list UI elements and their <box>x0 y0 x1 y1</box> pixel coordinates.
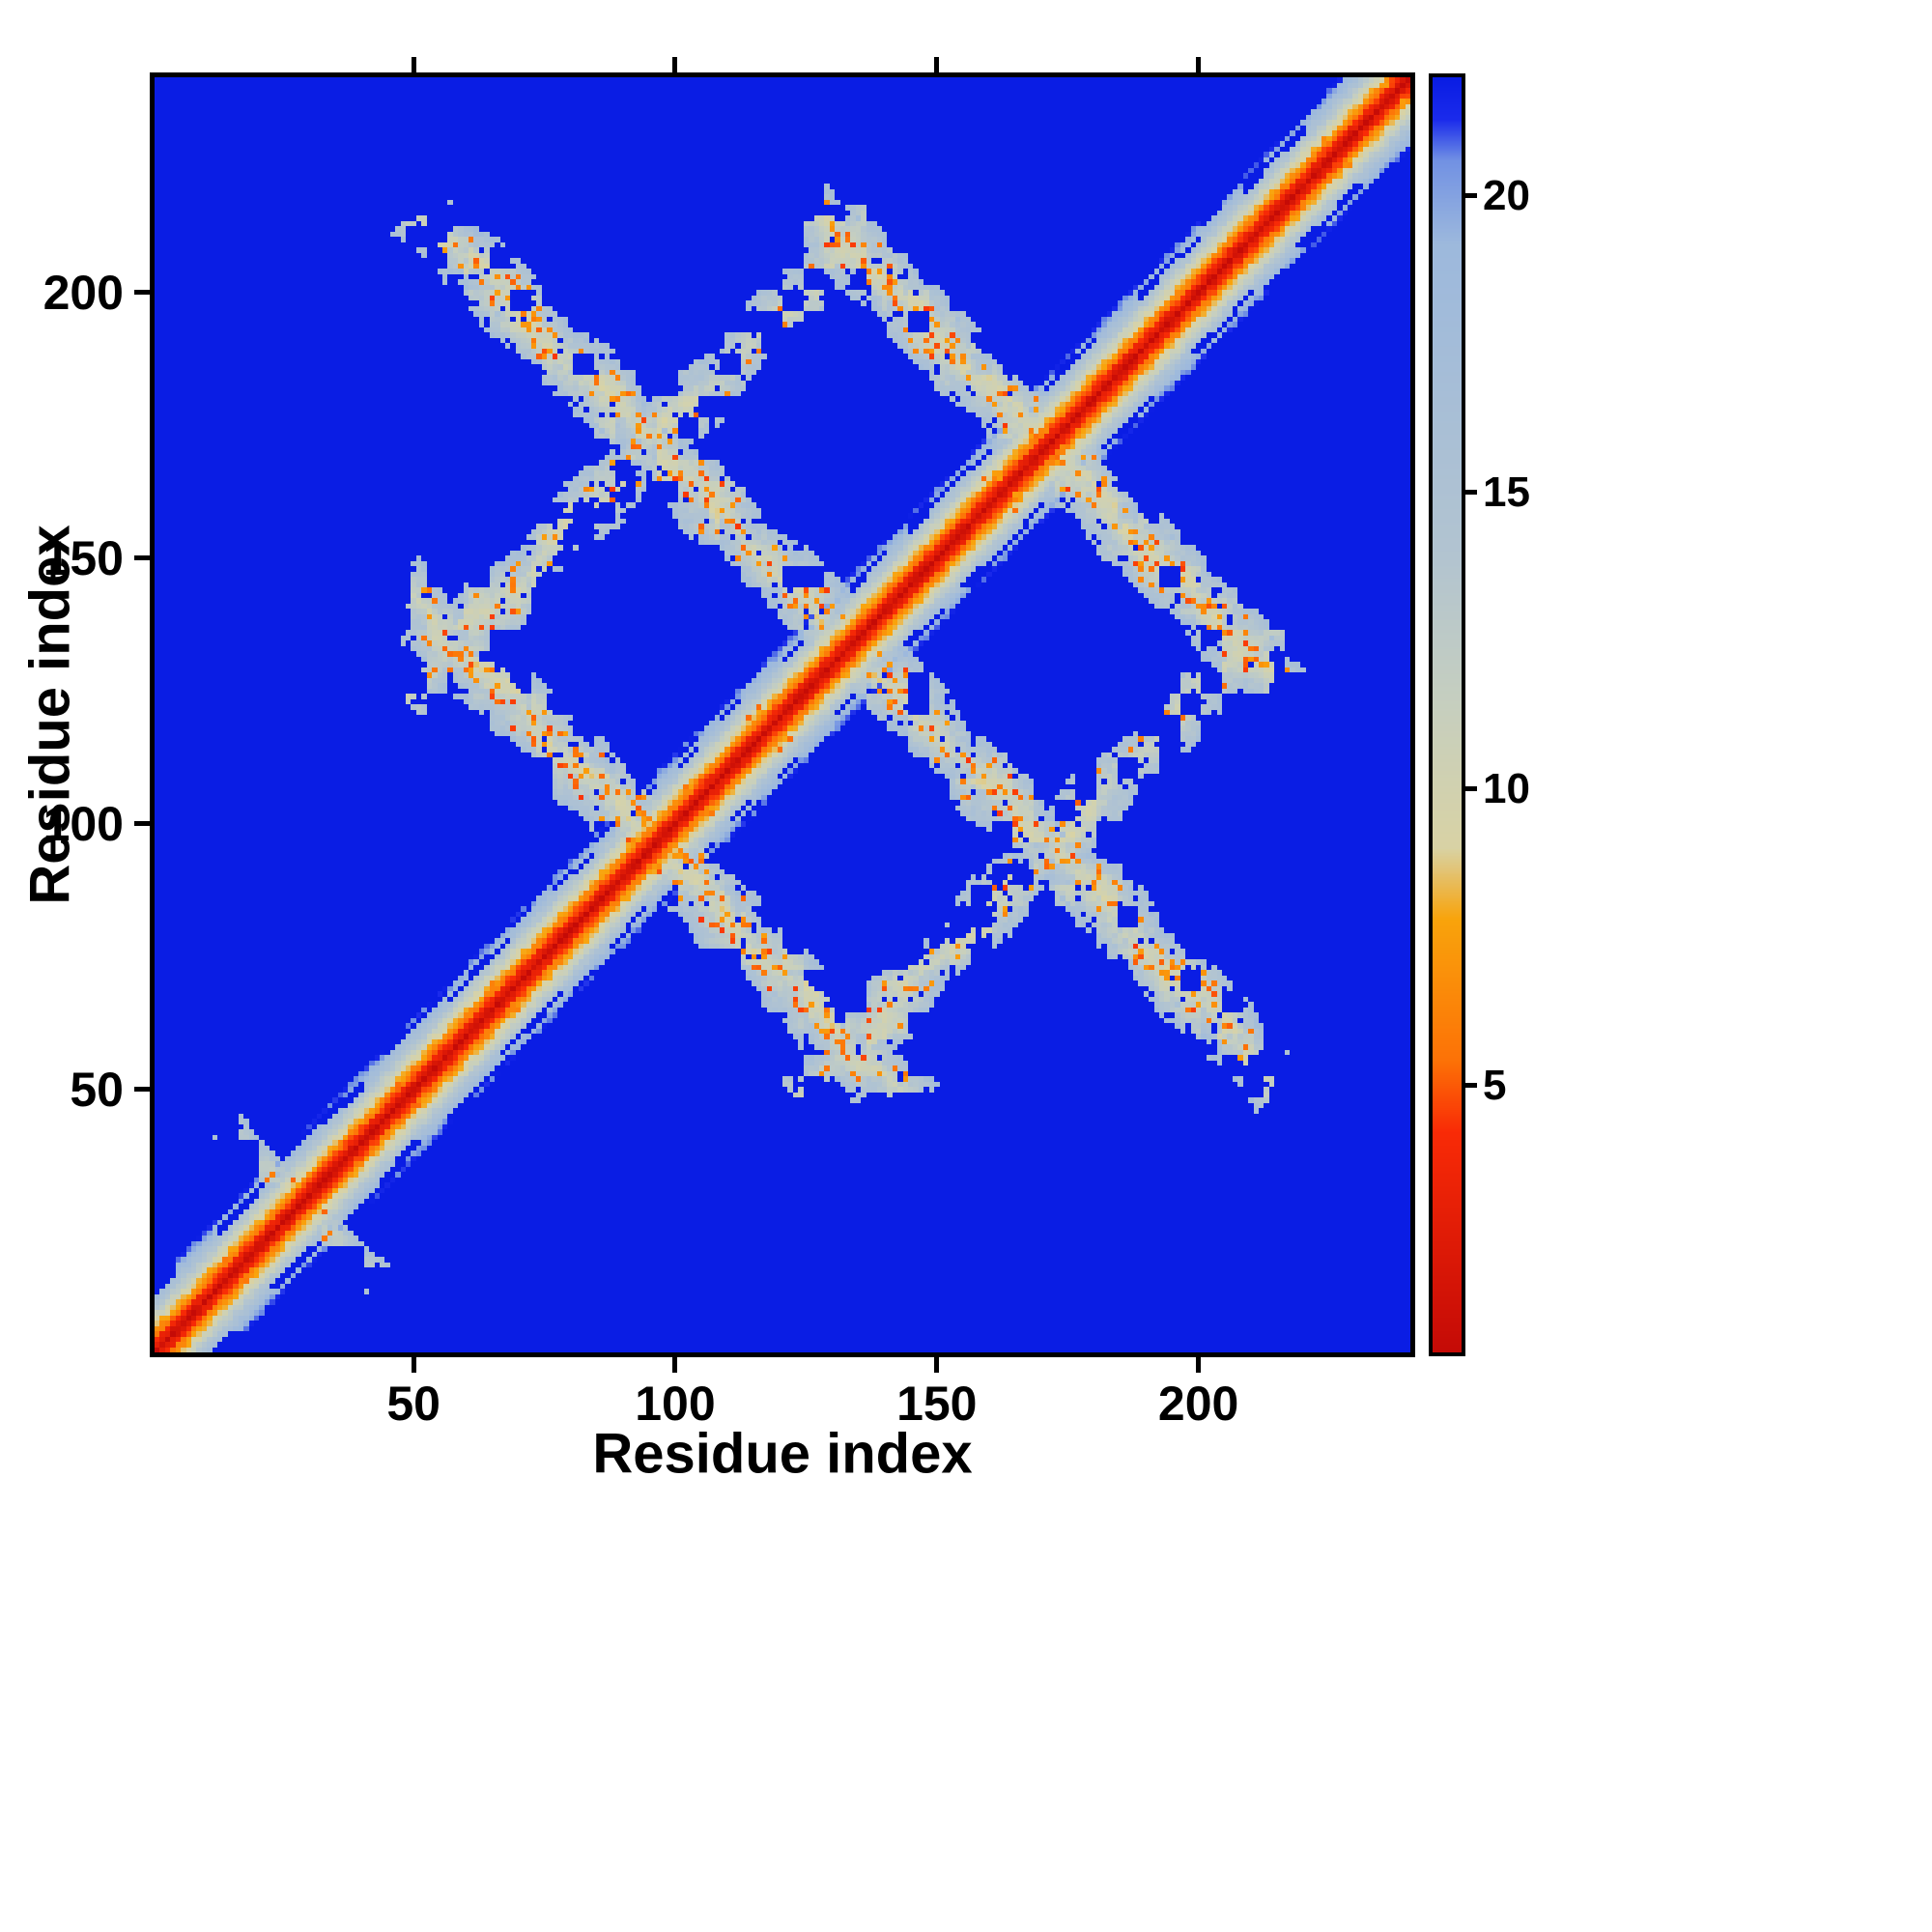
colorbar-tick-label: 20 <box>1483 171 1530 219</box>
colorbar-frame <box>1429 73 1465 1356</box>
x-tick-label: 50 <box>386 1377 440 1431</box>
colorbar-tick-label: 15 <box>1483 468 1530 516</box>
colorbar-tick-mark <box>1465 1083 1477 1089</box>
x-tick-mark-top <box>1196 57 1202 72</box>
x-tick-label: 100 <box>635 1377 716 1431</box>
plot-frame <box>150 72 1415 1357</box>
x-tick-mark <box>1196 1357 1202 1373</box>
colorbar-tick-label: 5 <box>1483 1061 1507 1109</box>
colorbar-tick-label: 10 <box>1483 764 1530 812</box>
y-tick-mark <box>134 290 150 296</box>
y-tick-mark <box>134 1087 150 1093</box>
colorbar-tick-mark <box>1465 786 1477 792</box>
x-tick-mark <box>411 1357 416 1373</box>
y-tick-label: 150 <box>43 530 124 585</box>
x-tick-mark-top <box>672 57 678 72</box>
y-tick-mark <box>134 555 150 561</box>
colorbar-canvas <box>1433 77 1462 1352</box>
x-tick-mark-top <box>934 57 940 72</box>
x-axis-title: Residue index <box>592 1422 973 1486</box>
colorbar-tick-mark <box>1465 193 1477 199</box>
colorbar-tick-mark <box>1465 490 1477 496</box>
heatmap-canvas <box>155 77 1410 1352</box>
x-tick-label: 200 <box>1157 1377 1239 1431</box>
y-tick-mark <box>134 821 150 827</box>
y-tick-label: 200 <box>43 265 124 320</box>
x-tick-mark-top <box>411 57 416 72</box>
x-tick-mark <box>672 1357 678 1373</box>
y-tick-label: 100 <box>43 796 124 851</box>
x-tick-mark <box>934 1357 940 1373</box>
x-tick-label: 150 <box>896 1377 978 1431</box>
y-tick-label: 50 <box>70 1062 124 1117</box>
